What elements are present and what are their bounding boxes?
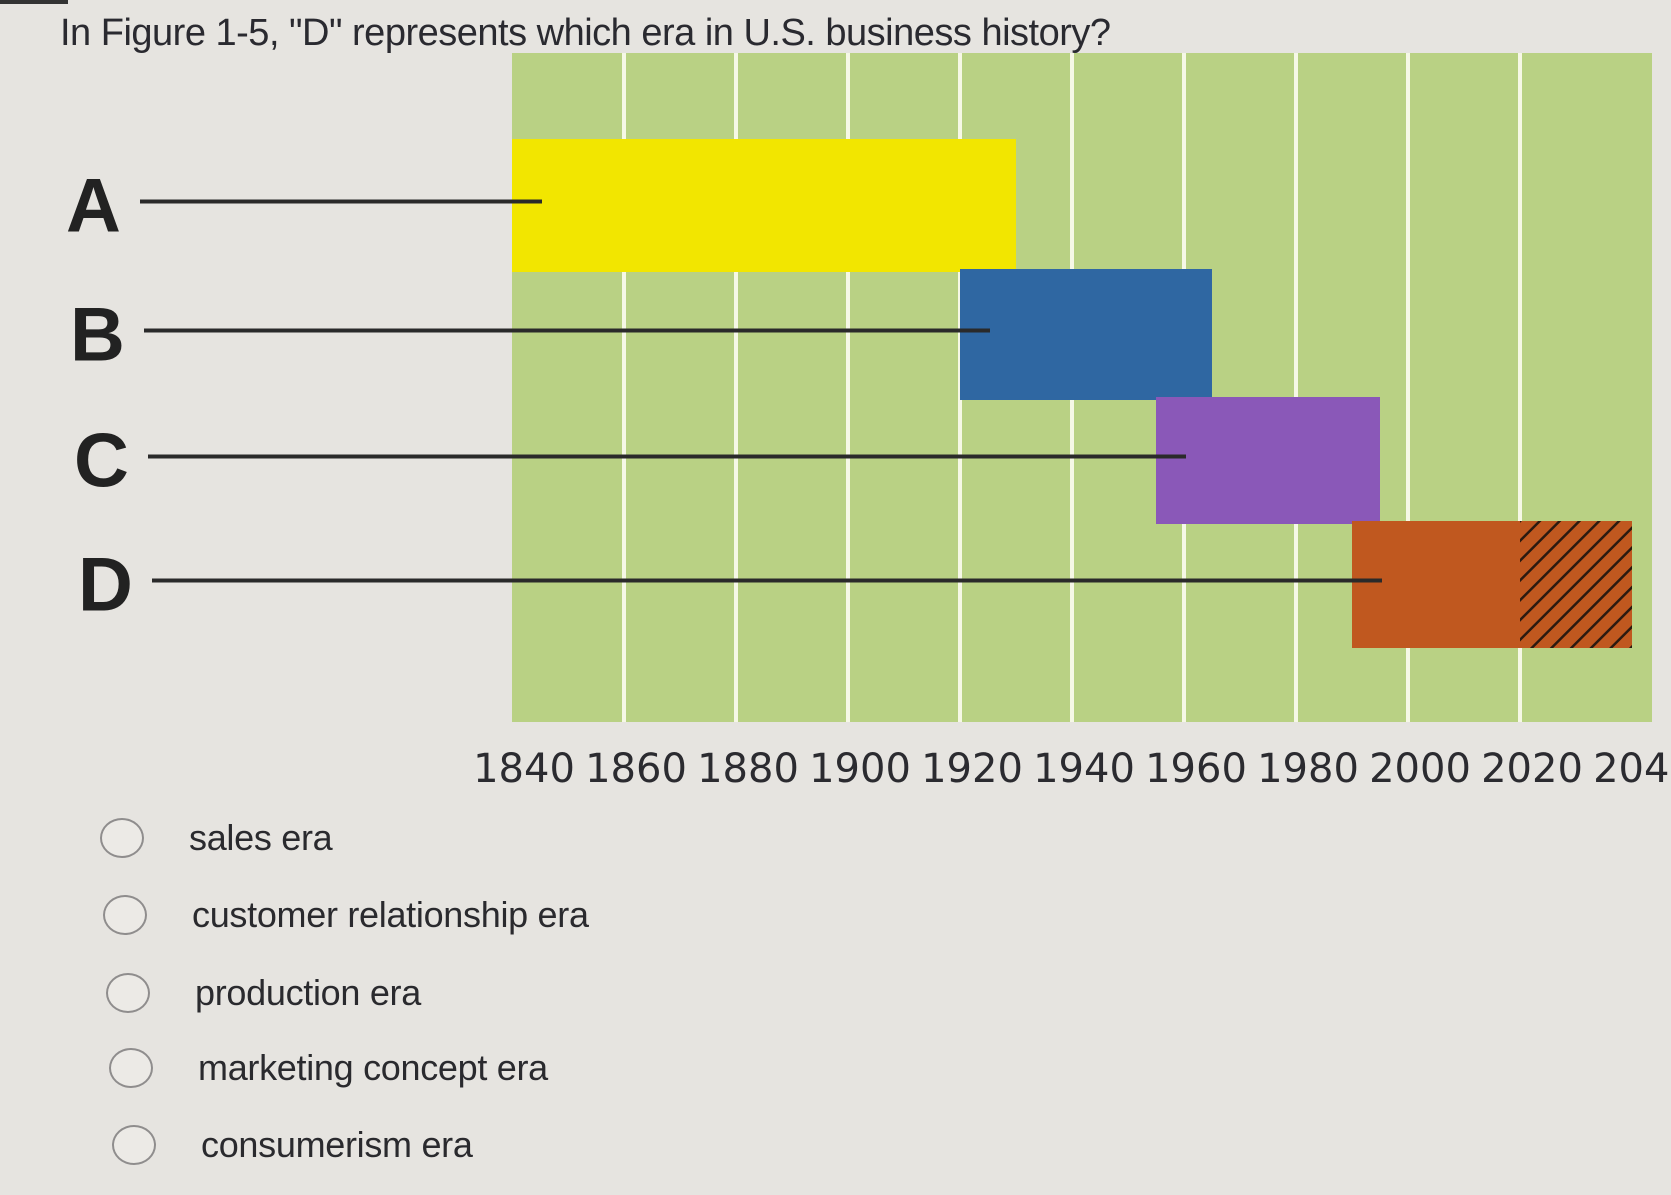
answer-option[interactable]: marketing concept era (109, 1047, 548, 1089)
answer-option[interactable]: consumerism era (112, 1124, 473, 1166)
era-letter-label: B (70, 293, 125, 378)
x-tick-label: 1840 (473, 746, 575, 792)
era-letter-label: C (74, 419, 129, 504)
x-tick-label: 2020 (1481, 746, 1583, 792)
answer-option-label: marketing concept era (198, 1047, 548, 1088)
x-tick-label: 1960 (1145, 746, 1247, 792)
radio-button[interactable] (106, 973, 150, 1013)
x-tick-label: 2040 (1593, 746, 1671, 792)
era-bar-c (1156, 397, 1380, 524)
era-bar-b (960, 269, 1212, 400)
era-bar-a (512, 139, 1016, 272)
radio-button[interactable] (112, 1125, 156, 1165)
answer-option[interactable]: customer relationship era (103, 894, 589, 936)
answer-option[interactable]: sales era (100, 817, 333, 859)
radio-button[interactable] (109, 1048, 153, 1088)
x-tick-label: 1900 (809, 746, 911, 792)
era-letter-label: A (66, 164, 121, 249)
era-bar-hatched-section (1520, 521, 1632, 648)
x-tick-label: 1860 (585, 746, 687, 792)
question-text: In Figure 1-5, "D" represents which era … (60, 12, 1111, 54)
x-tick-label: 2000 (1369, 746, 1471, 792)
x-tick-label: 1980 (1257, 746, 1359, 792)
answer-option-label: production era (195, 972, 421, 1013)
era-letter-label: D (78, 543, 133, 628)
answer-option-label: sales era (189, 817, 333, 858)
top-edge-bar (0, 0, 68, 4)
answer-option[interactable]: production era (106, 972, 421, 1014)
x-tick-label: 1940 (1033, 746, 1135, 792)
answer-option-label: customer relationship era (192, 894, 589, 935)
x-tick-label: 1920 (921, 746, 1023, 792)
radio-button[interactable] (103, 895, 147, 935)
radio-button[interactable] (100, 818, 144, 858)
answer-option-label: consumerism era (201, 1124, 473, 1165)
x-tick-label: 1880 (697, 746, 799, 792)
